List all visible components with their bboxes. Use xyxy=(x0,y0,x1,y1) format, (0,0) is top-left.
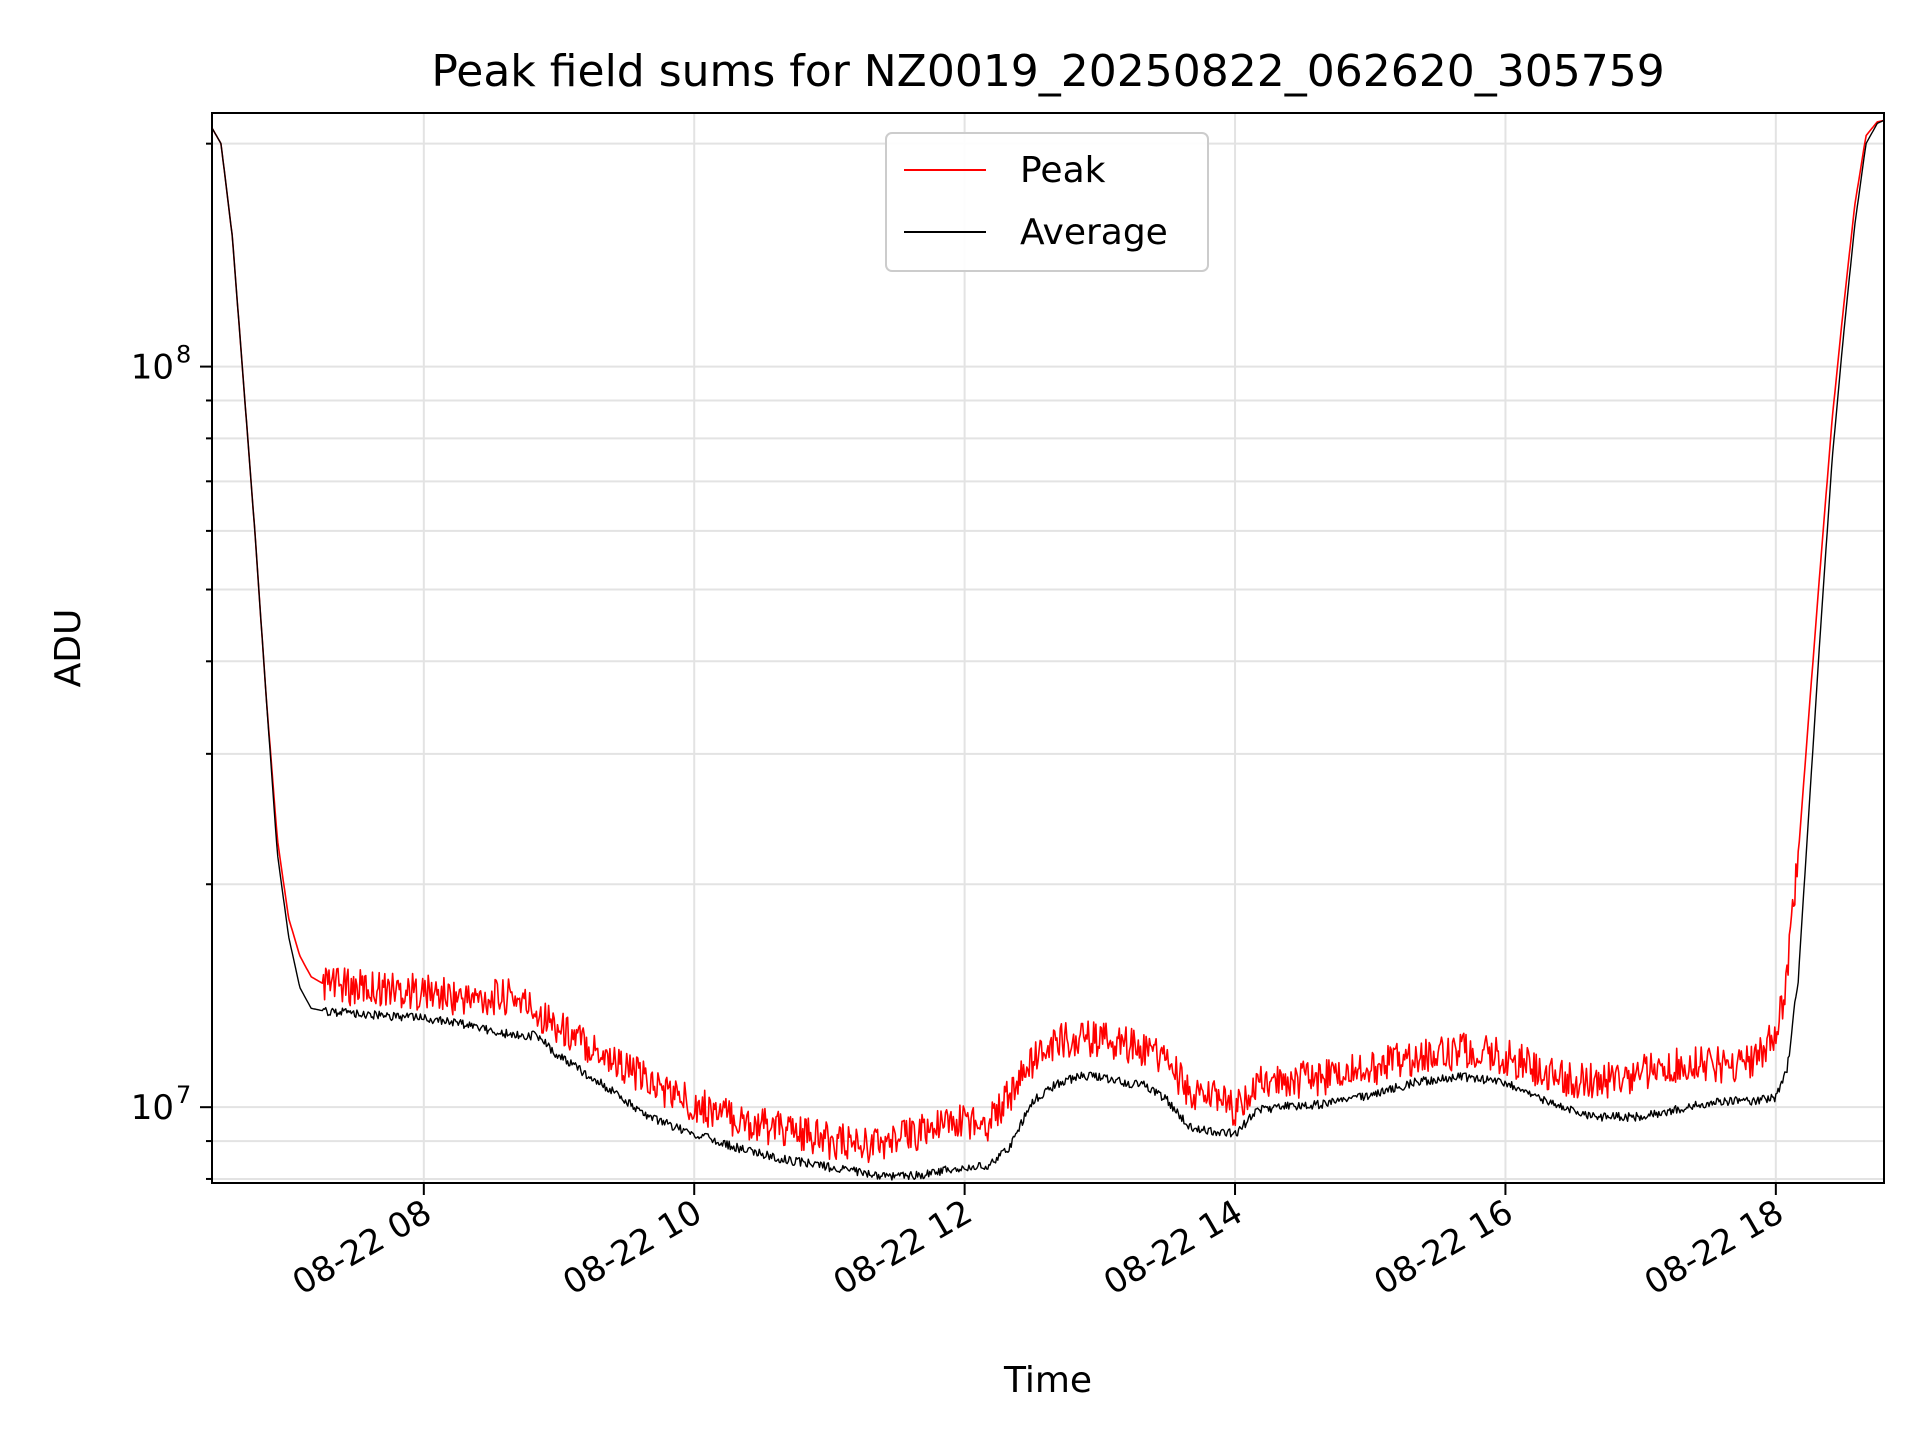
y-tick-label: 10 xyxy=(131,1088,174,1128)
series-lines xyxy=(212,119,1884,1181)
y-axis-label: ADU xyxy=(48,609,89,688)
legend-box xyxy=(885,132,1209,272)
legend: Peak Average xyxy=(885,132,1209,272)
legend-label-average: Average xyxy=(1020,212,1168,253)
series-line-peak xyxy=(212,119,1884,1164)
y-tick-label-exponent: 7 xyxy=(176,1081,191,1109)
y-tick-label-exponent: 8 xyxy=(176,341,191,369)
plot-frame xyxy=(211,112,1885,1184)
plot-area xyxy=(212,119,1884,1181)
legend-label-peak: Peak xyxy=(1020,150,1106,191)
series-line-average xyxy=(212,119,1884,1181)
x-axis-label: Time xyxy=(1003,1360,1092,1401)
y-tick-label: 10 xyxy=(131,348,174,388)
chart-title: Peak field sums for NZ0019_20250822_0626… xyxy=(431,46,1664,97)
